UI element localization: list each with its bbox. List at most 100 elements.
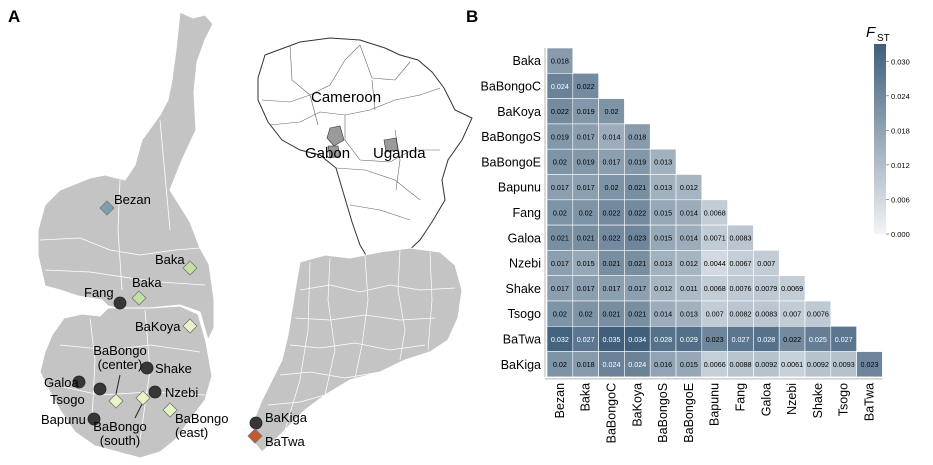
heatmap-cell [675, 224, 703, 251]
legend-tick-label: 0.030 [891, 57, 910, 66]
cell-value: 0.034 [628, 335, 646, 344]
heatmap-cell [572, 123, 599, 150]
heatmap-cell [675, 275, 703, 302]
population-babongo-south: BaBongo(south) [93, 390, 151, 448]
inset-label-cameroon: Cameroon [311, 89, 381, 106]
cell-value: 0.023 [628, 234, 646, 243]
leader-line [134, 403, 143, 419]
col-label: Baka [579, 383, 593, 412]
row-label: BaKoya [497, 105, 541, 119]
cell-value: 0.022 [603, 234, 621, 243]
heatmap-cell [598, 98, 625, 125]
col-label: Fang [734, 383, 748, 412]
heatmap-cell [624, 300, 651, 327]
population-baka-east: Baka [155, 252, 198, 276]
heatmap-cell [753, 325, 780, 352]
row-label: Shake [506, 282, 541, 296]
cell-value: 0.017 [551, 284, 569, 293]
heatmap-cell [598, 275, 625, 302]
heatmap-cell [701, 300, 728, 327]
heatmap-cell [598, 351, 625, 378]
cell-value: 0.02 [553, 360, 567, 369]
legend-tick-label: 0.000 [891, 230, 910, 239]
cell-value: 0.024 [603, 360, 621, 369]
cell-value: 0.013 [654, 259, 672, 268]
population-bapunu: Bapunu [41, 412, 101, 427]
cell-value: 0.0066 [704, 360, 726, 369]
marker-diamond [182, 318, 198, 334]
marker-circle [148, 385, 162, 399]
cell-value: 0.0068 [704, 284, 726, 293]
cell-value: 0.007 [783, 309, 801, 318]
cell-value: 0.016 [654, 360, 672, 369]
cell-value: 0.029 [680, 335, 698, 344]
africa-uganda-highlight [383, 137, 399, 153]
population-label: Bapunu [41, 412, 86, 427]
heatmap-cell [546, 325, 574, 352]
heatmap-cell [778, 275, 806, 302]
cell-value: 0.015 [654, 208, 672, 217]
cell-value: 0.021 [628, 309, 646, 318]
col-label: Bezan [553, 383, 567, 418]
cell-value: 0.017 [551, 259, 569, 268]
row-label: BaBongoS [481, 130, 541, 144]
cell-value: 0.0076 [730, 284, 752, 293]
heatmap-cell [598, 250, 625, 276]
col-label: BaBongoC [605, 383, 619, 443]
cell-value: 0.022 [577, 82, 595, 91]
cell-value: 0.028 [654, 335, 672, 344]
cell-value: 0.0093 [833, 360, 855, 369]
col-label: Tsogo [837, 383, 851, 416]
cell-value: 0.0082 [730, 309, 752, 318]
map-uganda [251, 247, 463, 453]
heatmap-cell [546, 174, 574, 201]
population-baka-west: Baka [131, 275, 162, 306]
fst-legend: F ST 0.030 0.024 0.018 0.012 0.006 0.000 [866, 24, 910, 239]
gabon-shape [39, 305, 213, 459]
population-label: Fang [84, 285, 114, 300]
heatmap-cell [572, 224, 599, 251]
cell-value: 0.017 [628, 284, 646, 293]
cell-value: 0.022 [603, 208, 621, 217]
population-label: Nzebi [165, 385, 198, 400]
cell-value: 0.02 [579, 208, 593, 217]
cell-value: 0.022 [628, 208, 646, 217]
province-boundaries [39, 119, 206, 441]
cell-value: 0.0079 [755, 284, 777, 293]
cell-value: 0.027 [732, 335, 750, 344]
cell-value: 0.0092 [755, 360, 777, 369]
population-label: BaKiga [265, 410, 308, 425]
population-label: BaBongo [175, 411, 229, 426]
cell-value: 0.017 [603, 284, 621, 293]
heatmap-cell [546, 224, 574, 251]
heatmap-cell [546, 47, 574, 74]
heatmap-cell [649, 250, 677, 276]
heatmap-cell [546, 98, 574, 125]
cell-value: 0.019 [551, 132, 569, 141]
legend-tick-label: 0.006 [891, 195, 910, 204]
heatmap-cell [830, 325, 857, 352]
cell-value: 0.017 [577, 183, 595, 192]
heatmap-cell [701, 275, 728, 302]
cell-value: 0.007 [757, 259, 775, 268]
population-label: BaTwa [265, 434, 306, 449]
heatmap-cell [753, 250, 780, 276]
heatmap-cell [624, 351, 651, 378]
marker-diamond [135, 390, 151, 406]
population-batwa: BaTwa [247, 428, 306, 449]
cell-value: 0.0061 [781, 360, 803, 369]
cell-value: 0.0088 [730, 360, 752, 369]
cell-value: 0.021 [577, 234, 595, 243]
cell-value: 0.0083 [730, 234, 752, 243]
population-label: Galoa [44, 375, 79, 390]
cell-value: 0.0044 [704, 259, 726, 268]
cell-value: 0.02 [605, 183, 619, 192]
population-label: BaBongo [93, 419, 147, 434]
population-bakoya: BaKoya [135, 318, 198, 334]
cell-value: 0.024 [628, 360, 646, 369]
col-label: Galoa [759, 383, 773, 416]
cell-value: 0.023 [861, 360, 879, 369]
marker-diamond [99, 200, 115, 216]
